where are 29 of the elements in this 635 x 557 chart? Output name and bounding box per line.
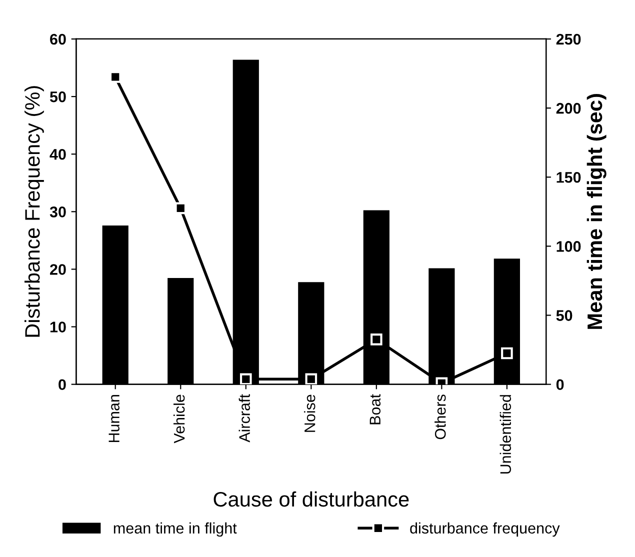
x-tick-label: Human — [108, 395, 120, 442]
x-tick-label: Boat — [370, 394, 381, 424]
point — [501, 347, 513, 360]
point — [240, 373, 252, 384]
y-axis-title: Disturbance Frequency (%) — [24, 86, 44, 337]
y2-tick-label: 50 — [556, 310, 572, 321]
point — [370, 334, 382, 346]
y-tick-label: 60 — [50, 34, 66, 45]
y-tick-label: 10 — [50, 322, 66, 332]
x-tick-label: Others — [434, 394, 446, 440]
point — [305, 373, 318, 384]
y2-tick-label: 250 — [556, 34, 581, 45]
x-tick-label: Unidentified — [500, 395, 512, 474]
legend-label: disturbance frequency — [410, 522, 560, 537]
y-tick-label: 20 — [50, 264, 66, 275]
x-tick-label: Noise — [304, 394, 316, 432]
y-tick-label: 0 — [58, 379, 66, 390]
y2-tick-label: 0 — [556, 379, 564, 390]
y-tick-label: 30 — [50, 206, 66, 218]
legend-label: mean time in flight — [114, 522, 237, 537]
y2-tick-label: 200 — [556, 102, 581, 114]
y2-tick-label: 150 — [556, 172, 581, 183]
x-axis-title: Cause of disturbance — [214, 491, 409, 507]
x-tick-label: Aircraft — [238, 394, 250, 442]
y2-tick-label: 100 — [556, 241, 581, 252]
y-tick-label: 50 — [50, 91, 66, 102]
x-tick-label: Vehicle — [174, 394, 185, 444]
y-tick-label: 40 — [50, 148, 66, 160]
y2-axis-title: Mean time in flight (sec) — [586, 94, 606, 329]
